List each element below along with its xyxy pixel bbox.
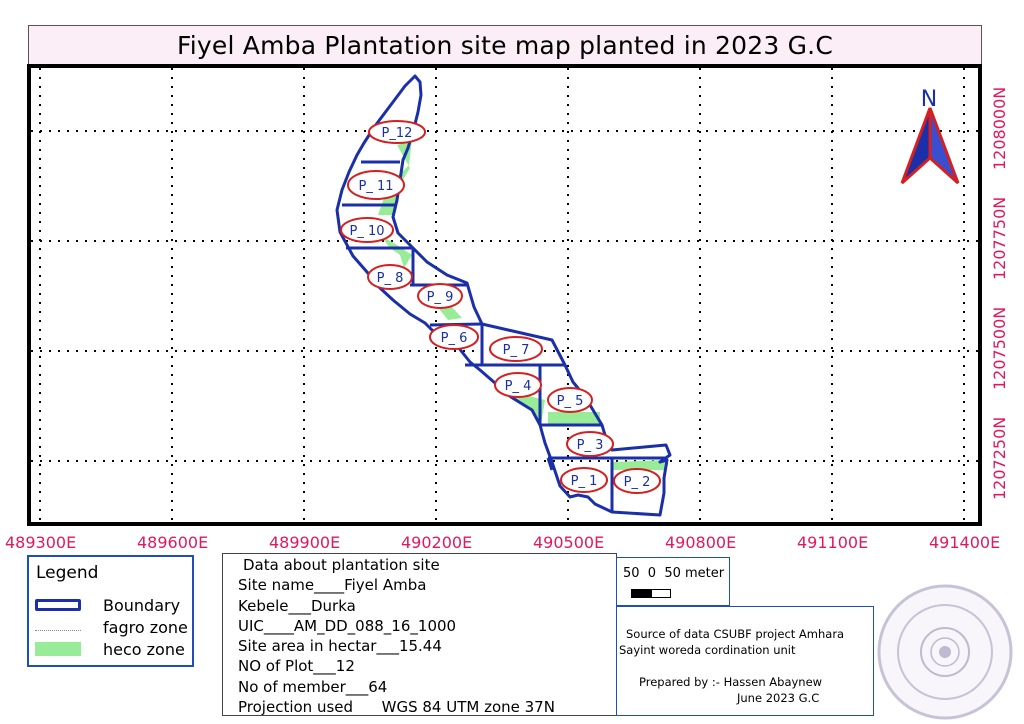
- plot-label-text: P_ 5: [557, 394, 584, 409]
- source-panel: Source of data CSUBF project Amhara Sayi…: [616, 606, 874, 716]
- north-arrow-icon: N: [900, 87, 960, 185]
- northing-label: 1207750N: [990, 196, 1009, 280]
- prepared-by: Prepared by :- Hassen Abaynew: [639, 675, 823, 689]
- plot-label-text: P_ 6: [441, 331, 468, 346]
- official-seal-icon: [877, 584, 1013, 720]
- info-plots: NO of Plot___12: [238, 657, 355, 675]
- map-frame: [27, 64, 982, 526]
- plot-label-p5: P_ 5: [547, 387, 593, 413]
- plot-label-p1: P_ 1: [560, 467, 608, 493]
- plot-label-p12: P_12: [368, 120, 426, 144]
- plot-label-p10: P_ 10: [340, 217, 394, 243]
- fagro-swatch: [35, 623, 81, 631]
- site-info-panel: Data about plantation site Site name____…: [222, 553, 617, 716]
- source-line: Sayint woreda cordination unit: [619, 643, 796, 657]
- northing-label: 1207250N: [990, 416, 1009, 500]
- easting-label: 490500E: [533, 533, 605, 552]
- heco-swatch: [35, 642, 81, 656]
- north-arrow-label: N: [921, 87, 937, 112]
- easting-label: 491100E: [797, 533, 869, 552]
- info-area: Site area in hectar___15.44: [238, 637, 442, 655]
- scale-segment-white: [651, 589, 671, 598]
- easting-label: 489900E: [269, 533, 341, 552]
- plot-label-text: P_ 2: [624, 475, 651, 490]
- plot-label-text: P_ 10: [349, 224, 384, 239]
- plot-label-p11: P_ 11: [347, 170, 405, 200]
- plot-label-text: P_ 9: [427, 290, 454, 305]
- info-kebele: Kebele___Durka: [238, 597, 356, 615]
- legend-panel: Legend Boundary fagro zone heco zone: [27, 555, 194, 667]
- plot-labels: P_12 P_ 11 P_ 10 P_ 8 P_ 9 P_ 6 P_ 7 P_ …: [340, 120, 661, 494]
- legend-item-label: fagro zone: [103, 617, 188, 637]
- plot-label-p6: P_ 6: [429, 324, 479, 350]
- legend-item-heco: heco zone: [35, 639, 185, 659]
- info-site-name: Site name____Fiyel Amba: [238, 576, 427, 594]
- scale-text: 50 0 50 meter: [623, 566, 725, 581]
- legend-title: Legend: [36, 563, 99, 583]
- easting-label: 490200E: [401, 533, 473, 552]
- plot-label-text: P_ 1: [571, 474, 598, 489]
- easting-label: 490800E: [665, 533, 737, 552]
- map-title-text: Fiyel Amba Plantation site map planted i…: [177, 30, 833, 60]
- source-line: Source of data CSUBF project Amhara: [626, 627, 845, 641]
- info-uic: UIC____AM_DD_088_16_1000: [238, 617, 457, 635]
- plot-label-p3: P_ 3: [566, 431, 614, 457]
- legend-item-boundary: Boundary: [35, 595, 181, 615]
- plot-label-text: P_ 4: [505, 379, 532, 394]
- legend-item-label: Boundary: [103, 595, 181, 615]
- easting-label: 491400E: [929, 533, 1001, 552]
- plot-label-p2: P_ 2: [613, 468, 661, 494]
- scale-bar-panel: 50 0 50 meter: [616, 557, 730, 606]
- plot-label-text: P_ 8: [377, 271, 404, 286]
- prepared-date: June 2023 G.C: [737, 691, 820, 705]
- northing-label: 1207500N: [990, 306, 1009, 390]
- boundary-swatch: [35, 599, 81, 611]
- scale-segment-black: [631, 589, 651, 598]
- northing-label: 1208000N: [990, 86, 1009, 170]
- info-projection: Projection used WGS 84 UTM zone 37N: [238, 698, 555, 716]
- plot-label-p9: P_ 9: [417, 283, 463, 309]
- plot-label-text: P_ 7: [503, 343, 530, 358]
- info-members: No of member___64: [238, 678, 388, 696]
- plot-label-text: P_12: [382, 126, 413, 141]
- easting-label: 489300E: [5, 533, 77, 552]
- map-title: Fiyel Amba Plantation site map planted i…: [28, 25, 982, 65]
- plot-label-text: P_ 3: [577, 438, 604, 453]
- plot-label-p7: P_ 7: [489, 336, 543, 362]
- easting-label: 489600E: [137, 533, 209, 552]
- legend-item-fagro: fagro zone: [35, 617, 188, 637]
- plot-label-text: P_ 11: [358, 179, 393, 194]
- plot-label-p4: P_ 4: [494, 372, 542, 398]
- plot-label-p8: P_ 8: [367, 264, 413, 290]
- info-heading: Data about plantation site: [243, 556, 440, 574]
- legend-item-label: heco zone: [103, 639, 185, 659]
